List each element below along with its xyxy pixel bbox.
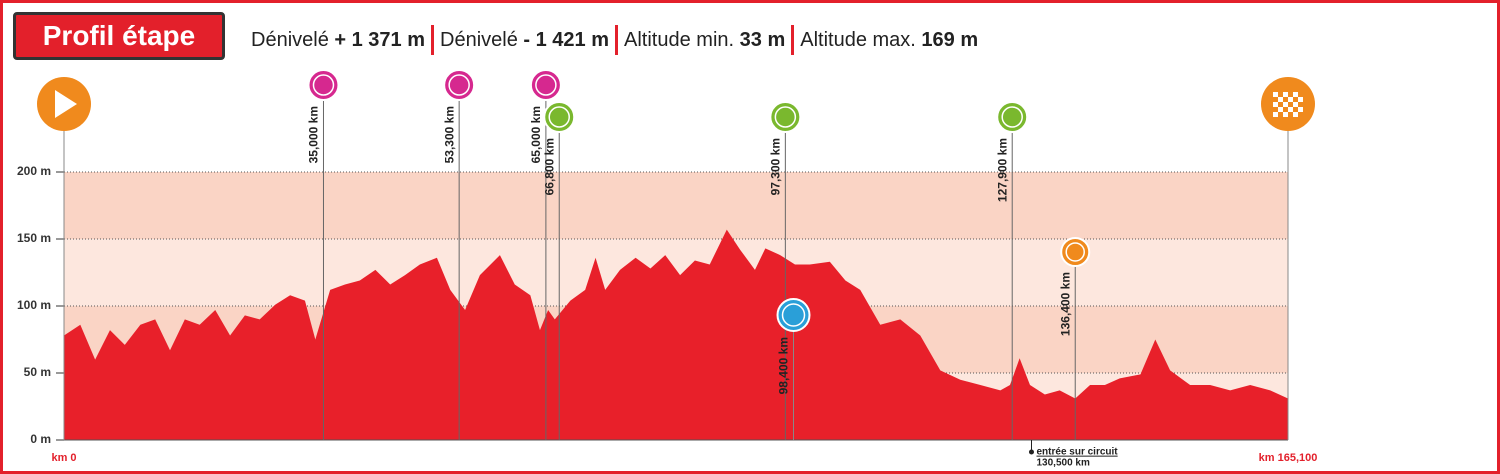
checker <box>1283 112 1288 117</box>
y-tick-label: 200 m <box>17 164 51 178</box>
checker <box>1283 92 1288 97</box>
marker-dot <box>1028 449 1034 455</box>
stat-label: Dénivelé <box>251 29 329 51</box>
marker-icon-inner <box>448 74 470 96</box>
y-tick-label: 50 m <box>24 365 51 379</box>
stats: Dénivelé + 1 371 m Dénivelé - 1 421 m Alti… <box>251 25 984 55</box>
checker <box>1293 92 1298 97</box>
checker <box>1273 112 1278 117</box>
checker <box>1293 112 1298 117</box>
marker-label: 35,000 km <box>307 106 321 163</box>
checker <box>1293 102 1298 107</box>
marker-label: 98,400 km <box>777 337 791 394</box>
stat: Dénivelé + 1 371 m <box>251 25 431 55</box>
chart: 0 m 50 m 100 m 150 m 200 m km 0 km 165,100 35,0… <box>17 69 1318 469</box>
marker-label: 130,500 km <box>1036 458 1089 469</box>
marker-label: 97,300 km <box>769 138 783 195</box>
checker <box>1278 107 1283 112</box>
checker <box>1273 92 1278 97</box>
marker-icon-inner <box>774 106 797 128</box>
stat-value: + 1 371 m <box>334 29 426 51</box>
checker <box>1278 97 1283 102</box>
stat: Altitude max. 169 m <box>791 25 984 55</box>
stat-label: Dénivelé <box>440 29 518 51</box>
band <box>64 172 1288 239</box>
stat-value: 33 m <box>739 29 786 51</box>
stat-value: - 1 421 m <box>523 29 610 51</box>
checker <box>1288 107 1293 112</box>
elevation-profile <box>64 229 1288 440</box>
stat-label: Altitude min. <box>624 29 735 51</box>
checker <box>1288 97 1293 102</box>
marker-icon-inner <box>1001 106 1023 128</box>
x-tick-label: km 165,100 <box>1259 452 1318 464</box>
checker <box>1283 102 1288 107</box>
marker-label: 127,900 km <box>995 138 1009 202</box>
marker-note: entrée sur circuit <box>1036 447 1118 458</box>
marker-icon-inner <box>312 74 335 96</box>
marker-label: 66,800 km <box>542 138 556 195</box>
marker-label: 53,300 km <box>442 106 456 163</box>
x-tick-label: km 0 <box>51 452 76 464</box>
marker-icon-inner <box>535 74 557 96</box>
y-tick-label: 0 m <box>30 432 51 446</box>
checker <box>1298 97 1303 102</box>
y-tick-label: 150 m <box>17 231 51 245</box>
marker-label: 136,400 km <box>1058 272 1072 336</box>
marker-icon-inner <box>1065 242 1085 262</box>
stat: Dénivelé - 1 421 m <box>431 25 615 55</box>
stat-label: Altitude max. <box>800 29 916 51</box>
start-arrow <box>55 90 77 118</box>
marker-icon <box>1060 237 1091 267</box>
checker <box>1298 107 1303 112</box>
marker-icon-inner <box>781 303 806 327</box>
stat: Altitude min. 33 m <box>615 25 791 55</box>
marker-label: 65,000 km <box>529 106 543 163</box>
title: Profil étape <box>13 12 225 60</box>
stat-value: 169 m <box>921 29 979 51</box>
marker-icon-inner <box>548 106 570 128</box>
y-tick-label: 100 m <box>17 298 51 312</box>
checker <box>1273 102 1278 107</box>
